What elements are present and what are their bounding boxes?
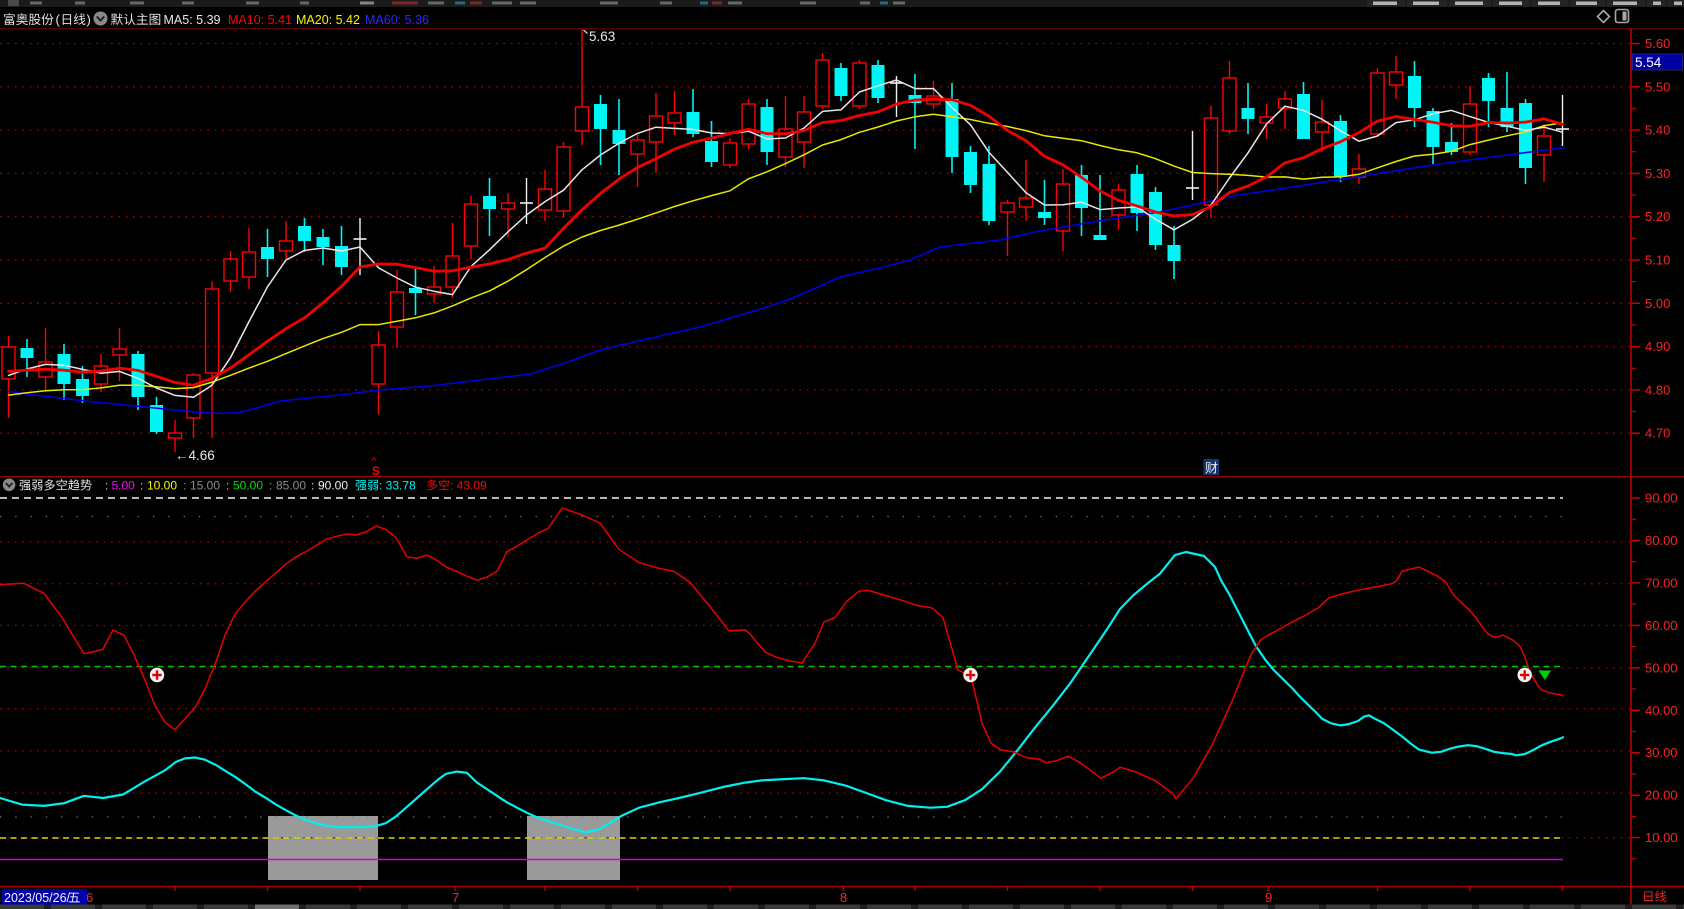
svg-text:5.20: 5.20 — [1645, 209, 1670, 224]
svg-text:MA5: 5.39: MA5: 5.39 — [164, 13, 221, 27]
svg-text:4.80: 4.80 — [1645, 382, 1670, 397]
svg-text::: : — [105, 479, 108, 493]
svg-text:(: ( — [56, 12, 61, 27]
svg-text:5.00: 5.00 — [112, 479, 136, 493]
svg-text:7: 7 — [452, 890, 459, 905]
svg-text:4.90: 4.90 — [1645, 339, 1670, 354]
svg-text:60.00: 60.00 — [1645, 618, 1678, 633]
svg-text:20.00: 20.00 — [1645, 788, 1678, 803]
svg-text:2023/05/26/: 2023/05/26/ — [4, 891, 71, 905]
svg-text::: : — [140, 479, 143, 493]
svg-text::: : — [311, 479, 314, 493]
svg-text:6: 6 — [86, 890, 93, 905]
svg-text::: : — [269, 479, 272, 493]
svg-text:4.70: 4.70 — [1645, 426, 1670, 441]
svg-text:40.00: 40.00 — [1645, 703, 1678, 718]
svg-text:5.63: 5.63 — [589, 29, 615, 44]
svg-text:^: ^ — [372, 457, 377, 468]
svg-text:5.10: 5.10 — [1645, 253, 1670, 268]
svg-text:85.00: 85.00 — [276, 479, 306, 493]
svg-text:5.50: 5.50 — [1645, 79, 1670, 94]
svg-text:5.40: 5.40 — [1645, 123, 1670, 138]
svg-text:9: 9 — [1265, 890, 1272, 905]
svg-text:5.54: 5.54 — [1635, 55, 1662, 70]
svg-text:70.00: 70.00 — [1645, 575, 1678, 590]
svg-text:50.00: 50.00 — [1645, 660, 1678, 675]
svg-text:90.00: 90.00 — [1645, 491, 1678, 506]
svg-text:10.00: 10.00 — [1645, 830, 1678, 845]
svg-text:5.00: 5.00 — [1645, 296, 1670, 311]
svg-text:5.60: 5.60 — [1645, 36, 1670, 51]
svg-text:): ) — [87, 12, 91, 27]
svg-text:MA10: 5.41: MA10: 5.41 — [228, 13, 292, 27]
svg-text:8: 8 — [840, 890, 847, 905]
svg-text::: : — [226, 479, 229, 493]
svg-text:MA60: 5.36: MA60: 5.36 — [365, 13, 429, 27]
svg-text:MA20: 5.42: MA20: 5.42 — [296, 13, 360, 27]
svg-text:5.30: 5.30 — [1645, 166, 1670, 181]
svg-text:S: S — [372, 466, 380, 478]
svg-text:80.00: 80.00 — [1645, 533, 1678, 548]
svg-text:50.00: 50.00 — [233, 479, 263, 493]
svg-text::: : — [183, 479, 186, 493]
svg-text:: 33.78: : 33.78 — [379, 479, 416, 493]
svg-text:←4.66: ←4.66 — [175, 448, 215, 463]
svg-text:90.00: 90.00 — [318, 479, 348, 493]
svg-text:10.00: 10.00 — [147, 479, 177, 493]
svg-text:30.00: 30.00 — [1645, 745, 1678, 760]
svg-text:: 43.09: : 43.09 — [450, 479, 487, 493]
svg-text:15.00: 15.00 — [190, 479, 220, 493]
